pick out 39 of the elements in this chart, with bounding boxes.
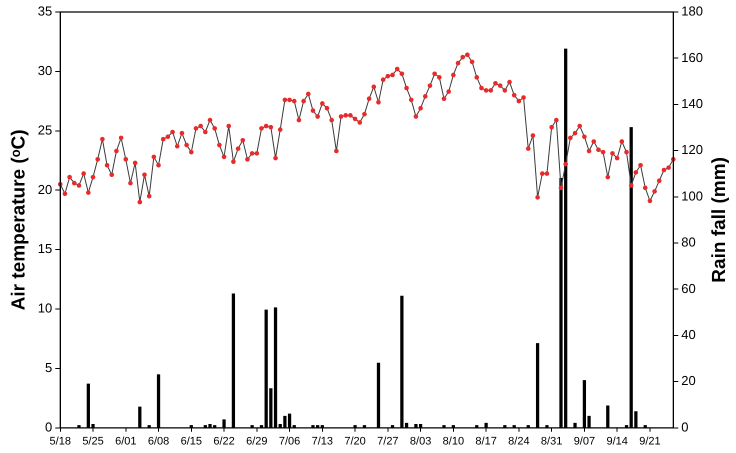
- y2-axis-title: Rain fall (mm): [709, 157, 730, 283]
- y2-tick-label: 140: [681, 96, 704, 111]
- y2-tick-label: 120: [681, 142, 704, 158]
- x-tick-label: 6/01: [115, 435, 136, 448]
- x-tick-label: 8/17: [475, 435, 497, 448]
- x-tick-label: 7/27: [377, 435, 399, 448]
- x-tick-label: 8/03: [410, 435, 432, 448]
- y-tick-label: 30: [38, 62, 52, 78]
- x-tick-label: 7/20: [344, 435, 366, 448]
- y-tick-label: 10: [38, 300, 52, 316]
- y-tick-label: 20: [38, 182, 52, 197]
- x-tick-label: 5/18: [50, 435, 71, 448]
- y-tick-label: 15: [38, 241, 52, 256]
- x-tick-label: 8/10: [442, 435, 464, 448]
- y2-tick-label: 60: [681, 280, 696, 296]
- y-tick-label: 35: [38, 4, 52, 19]
- y-tick-label: 5: [45, 360, 52, 375]
- x-tick-label: 7/06: [278, 435, 300, 448]
- x-tick-label: 8/24: [508, 435, 530, 448]
- y2-tick-label: 100: [681, 188, 704, 204]
- y2-tick-label: 160: [681, 50, 704, 65]
- y2-tick-label: 180: [681, 4, 704, 19]
- y2-tick-label: 80: [681, 234, 696, 250]
- x-tick-label: 7/13: [312, 435, 334, 448]
- x-tick-label: 6/15: [180, 435, 202, 448]
- x-tick-label: 6/22: [213, 435, 235, 448]
- y-axis-title: Air temperature (ᵒC): [8, 129, 30, 310]
- x-tick-label: 9/21: [639, 435, 661, 448]
- y2-tick-label: 20: [681, 373, 696, 388]
- x-tick-label: 6/29: [246, 435, 268, 448]
- y2-tick-label: 0: [681, 419, 689, 434]
- x-tick-label: 9/07: [574, 435, 596, 448]
- y-tick-label: 25: [38, 122, 52, 138]
- x-tick-label: 9/14: [606, 435, 628, 448]
- x-tick-label: 5/25: [82, 435, 104, 448]
- y2-tick-label: 40: [681, 326, 696, 342]
- x-tick-label: 6/08: [148, 435, 170, 448]
- x-tick-label: 8/31: [540, 435, 562, 448]
- y-tick-label: 0: [45, 419, 52, 434]
